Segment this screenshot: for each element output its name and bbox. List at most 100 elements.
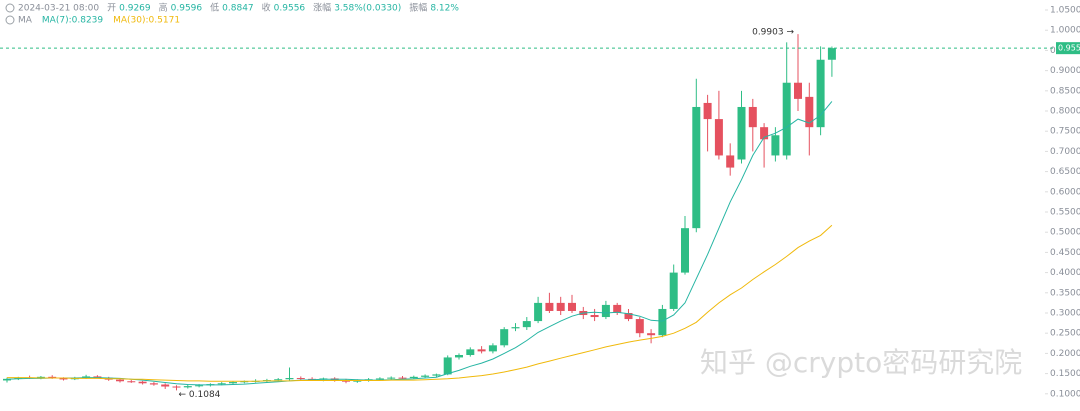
y-tick-label: 0.3500 (1050, 288, 1080, 298)
field-label: 开 (107, 3, 116, 14)
candle-body (703, 102, 712, 120)
candle-body (816, 59, 825, 128)
candle-body (274, 379, 283, 381)
candle-body (443, 357, 452, 375)
candle-body (658, 308, 667, 336)
candle-body (387, 377, 396, 379)
candle-body (149, 383, 158, 385)
y-tick-label: 0.7500 (1050, 127, 1080, 137)
candle-body (760, 127, 769, 140)
candle-body (296, 378, 305, 380)
candle-body (375, 378, 384, 380)
field-value: 0.8847 (222, 4, 254, 14)
y-tick-label: 0.5000 (1050, 228, 1080, 238)
field-value: 0.9556 (274, 4, 306, 14)
candle-body (771, 135, 780, 156)
y-tick-label: 0.7000 (1050, 147, 1080, 157)
y-tick-label: 0.5500 (1050, 208, 1080, 218)
candle-body (488, 345, 497, 352)
candle-body (613, 304, 622, 313)
y-tick-label: 0.6000 (1050, 187, 1080, 197)
field-label: 涨幅 (313, 2, 331, 14)
candle-body (714, 119, 723, 156)
candle-body (692, 106, 701, 229)
candle-body (127, 381, 136, 383)
candle-body (681, 228, 689, 273)
candle-body (522, 321, 531, 328)
y-tick-label: 0.4500 (1050, 248, 1080, 258)
ma-line (6, 101, 833, 386)
candle-body (782, 82, 791, 156)
field-value: 3.58%(0.0330) (334, 4, 401, 14)
y-tick-label: 0.3000 (1050, 308, 1080, 318)
candle-body (500, 329, 509, 346)
candle-body (805, 96, 814, 128)
y-tick-label: 0.6500 (1050, 167, 1080, 177)
max-annotation: 0.9903 → (752, 28, 794, 38)
candle-body (568, 302, 576, 311)
field-label: 振幅 (409, 2, 427, 14)
time-icon (5, 3, 15, 13)
legend-entry: MA(7):0.8239 (42, 16, 103, 26)
candle-body (556, 302, 565, 311)
y-tick-label: 0.2500 (1050, 329, 1080, 339)
y-tick-label: 0.1000 (1050, 389, 1080, 399)
candle-body (477, 349, 486, 352)
timestamp: 2024-03-21 08:00 (18, 4, 99, 14)
y-tick-label: 0.1500 (1050, 369, 1080, 379)
candle-body (138, 381, 147, 384)
candle-body (14, 377, 23, 379)
y-tick-label: 0.8000 (1050, 107, 1080, 117)
field-value: 0.9596 (171, 4, 203, 14)
candle-body (466, 349, 475, 356)
candle-body (93, 376, 102, 378)
candle-body (455, 355, 463, 358)
candle-body (409, 376, 418, 379)
candle-body (737, 106, 746, 160)
y-tick-label: 1.0500 (1050, 6, 1080, 16)
candle-body (601, 304, 610, 318)
last-price-label: 0.9556 (1058, 44, 1080, 53)
ma-line (7, 224, 833, 382)
candle-body (285, 378, 294, 380)
candle-body (195, 385, 204, 387)
y-tick-label: 0.2000 (1050, 349, 1080, 359)
field-value: 0.9269 (119, 4, 151, 14)
candle-body (172, 386, 181, 388)
candle-body (827, 48, 836, 60)
field-label: 高 (159, 2, 168, 14)
candle-body (161, 384, 170, 387)
candle-body (726, 155, 735, 168)
candle-body (116, 379, 124, 382)
candle-body (217, 383, 226, 385)
candle-body (511, 327, 520, 329)
ma-icon (5, 15, 15, 25)
last-price-box (1056, 42, 1080, 55)
y-tick-label: 0.8500 (1050, 86, 1080, 96)
candle-body (398, 377, 407, 379)
candle-body (432, 374, 441, 376)
min-annotation: ← 0.1084 (179, 390, 221, 400)
candle-body (748, 106, 757, 128)
candle-body (590, 315, 599, 318)
watermark: 知乎 @crypto密码研究院 (700, 346, 1022, 379)
field-label: 收 (262, 2, 271, 14)
y-tick-label: 1.0000 (1050, 26, 1080, 36)
candle-body (59, 378, 68, 380)
candle-body (183, 386, 192, 388)
candle-body (229, 382, 237, 384)
candle-body (534, 302, 543, 322)
candle-body (624, 312, 633, 320)
candle-body (635, 319, 644, 334)
candle-body (794, 82, 802, 99)
candle-body (669, 272, 678, 309)
candle-body (353, 380, 362, 382)
legend-entry: MA(30):0.5171 (113, 16, 180, 26)
field-label: 低 (210, 2, 219, 14)
candle-body (3, 378, 11, 381)
field-value: 8.12% (430, 4, 459, 14)
candle-body (545, 302, 554, 311)
candle-body (36, 376, 45, 379)
y-tick-label: 0.4000 (1050, 268, 1080, 278)
